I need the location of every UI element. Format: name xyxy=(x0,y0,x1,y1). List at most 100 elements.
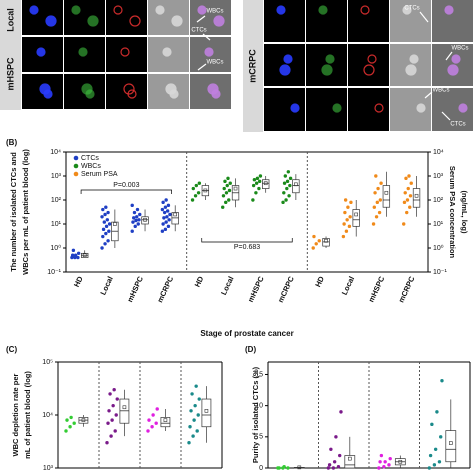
data-point xyxy=(287,194,291,198)
data-point xyxy=(103,212,107,217)
y2-tick-label: 10³ xyxy=(433,173,444,180)
data-point xyxy=(288,176,293,181)
data-point xyxy=(409,181,413,185)
y-tick-label: 10³ xyxy=(43,465,54,472)
data-point xyxy=(378,460,382,464)
data-point xyxy=(403,191,407,195)
micrograph-cell xyxy=(106,74,147,109)
data-point xyxy=(104,231,108,236)
box-mean xyxy=(122,405,127,410)
box-mean xyxy=(263,181,268,186)
data-point xyxy=(314,242,318,246)
y2-tick-label: 10⁰ xyxy=(433,244,444,252)
box-body xyxy=(292,179,300,194)
data-point xyxy=(407,174,411,178)
box-body xyxy=(445,430,457,463)
row-label-bar xyxy=(243,0,263,132)
data-point xyxy=(150,425,154,429)
data-point xyxy=(154,421,158,425)
data-point xyxy=(155,407,159,411)
box-mean xyxy=(163,418,168,422)
data-point xyxy=(254,191,258,195)
box-body xyxy=(262,179,270,189)
data-point xyxy=(104,224,109,229)
cell-blob xyxy=(279,64,291,76)
data-point xyxy=(317,239,321,243)
y-tick-label: 10² xyxy=(51,197,62,204)
data-point xyxy=(107,409,111,413)
legend-label: WBCs xyxy=(81,163,101,170)
data-point xyxy=(428,453,433,458)
data-point xyxy=(341,234,346,239)
cell-blob xyxy=(120,47,130,57)
data-point xyxy=(311,246,315,250)
data-point xyxy=(435,410,439,414)
data-point xyxy=(277,466,281,470)
data-point xyxy=(112,388,116,392)
box-mean xyxy=(203,188,208,193)
micrograph-cell xyxy=(390,0,431,42)
micrograph-cell xyxy=(106,37,147,72)
data-point xyxy=(408,194,413,198)
data-point xyxy=(312,234,316,239)
data-point xyxy=(405,210,409,215)
box-mean xyxy=(113,222,117,226)
micrograph-cell xyxy=(348,88,389,131)
data-point xyxy=(382,465,386,469)
data-point xyxy=(167,218,171,222)
y-tick-label: 5 xyxy=(259,434,263,441)
row-label: mHSPC xyxy=(5,57,15,91)
box-body xyxy=(141,216,149,225)
data-point xyxy=(379,181,383,185)
data-point xyxy=(225,183,229,188)
data-point xyxy=(161,222,165,226)
data-point xyxy=(164,220,168,224)
data-point xyxy=(343,210,347,215)
micrograph-cell xyxy=(22,0,63,35)
data-point xyxy=(147,418,151,422)
data-point xyxy=(228,181,232,185)
cell-blob xyxy=(197,5,207,15)
data-point xyxy=(101,207,105,212)
y-axis-title: mL of patient blood (log) xyxy=(23,371,32,459)
cell-blob xyxy=(325,54,335,64)
data-point xyxy=(189,409,193,413)
annotation-arrow xyxy=(197,63,207,71)
y2-axis-title: (ng/mL, log) xyxy=(460,191,469,234)
data-point xyxy=(151,413,155,417)
data-point xyxy=(374,215,379,219)
y-tick-label: 15 xyxy=(255,371,263,378)
data-point xyxy=(110,418,114,422)
y-tick-label: 10³ xyxy=(51,173,62,180)
cell-blob xyxy=(363,64,375,76)
x-tick-label: HD xyxy=(313,274,326,288)
box-mean xyxy=(204,409,209,413)
data-point xyxy=(163,227,168,232)
cell-annotation: CTCs xyxy=(404,6,419,12)
data-point xyxy=(339,410,343,414)
data-point xyxy=(378,198,383,202)
x-tick-label: HD xyxy=(72,274,85,288)
cell-blob xyxy=(171,15,183,27)
data-point xyxy=(101,227,106,232)
box-mean xyxy=(348,456,352,461)
cell-blob xyxy=(162,47,172,57)
cell-blob xyxy=(367,54,377,64)
cell-blob xyxy=(213,15,225,27)
cell-blob xyxy=(321,64,333,76)
y2-tick-label: 10² xyxy=(433,197,444,204)
micrograph-cell xyxy=(432,0,473,42)
data-point xyxy=(163,205,168,209)
y2-axis-title: Serum PSA concentration xyxy=(448,166,457,259)
data-point xyxy=(227,198,231,202)
data-point xyxy=(437,460,442,464)
data-point xyxy=(108,392,112,396)
data-point xyxy=(283,174,288,178)
data-point xyxy=(282,181,287,185)
significance-bracket xyxy=(201,238,293,243)
cell-blob xyxy=(29,5,39,15)
row-label: Local xyxy=(5,8,15,32)
cell-annotation: WBCs xyxy=(207,60,224,66)
data-point xyxy=(343,198,348,202)
data-point xyxy=(282,465,286,469)
